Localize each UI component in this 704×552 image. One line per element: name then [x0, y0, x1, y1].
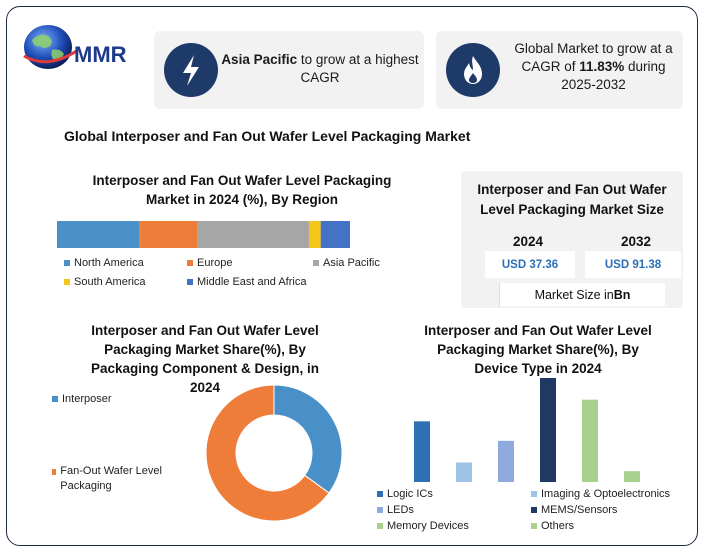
legend-swatch [531, 507, 537, 513]
lightning-icon [183, 55, 199, 86]
legend-north-america: North America [64, 257, 144, 269]
legend-label: Interposer [62, 393, 112, 405]
year-2032: 2032 [621, 234, 652, 249]
component-chart-title: Interposer and Fan Out Wafer Level Packa… [90, 323, 320, 395]
device-bar-imaging-optoelectronics [456, 462, 472, 482]
legend-south-america: South America [64, 276, 146, 288]
legend-swatch [52, 396, 58, 402]
donut-slice-interposer [273, 385, 342, 494]
legend-swatch [531, 523, 537, 529]
device-bar-mems-sensors [540, 378, 556, 482]
device-bar-chart [414, 378, 640, 482]
legend-fan-out-wafer-level-packaging: Fan-Out Wafer Level Packaging [52, 464, 172, 494]
component-donut-chart [206, 385, 342, 521]
legend-label: South America [74, 276, 146, 288]
legend-memory-devices: Memory Devices [377, 520, 469, 532]
device-bar-leds [498, 440, 514, 482]
legend-swatch [377, 523, 383, 529]
callout-cagr-text: Global Market to grow at a CAGR of 11.83… [514, 41, 673, 92]
region-segment-north-america [57, 221, 140, 248]
legend-label: LEDs [387, 504, 414, 516]
legend-swatch [531, 491, 537, 497]
legend-label: Fan-Out Wafer Level Packaging [60, 465, 162, 492]
legend-swatch [187, 279, 193, 285]
market-size-panel: Interposer and Fan Out Wafer Level Packa… [461, 171, 683, 308]
value-2024: USD 37.36 [485, 251, 575, 278]
legend-europe: Europe [187, 257, 232, 269]
legend-imaging-optoelectronics: Imaging & Optoelectronics [531, 488, 670, 500]
legend-interposer: Interposer [52, 393, 112, 405]
legend-swatch [377, 507, 383, 513]
legend-asia-pacific: Asia Pacific [313, 257, 380, 269]
callout-asia-pacific: Asia Pacific to grow at a highest CAGR [154, 31, 424, 109]
region-segment-europe [139, 221, 198, 248]
legend-leds: LEDs [377, 504, 414, 516]
value-2032: USD 91.38 [585, 251, 681, 278]
legend-label: Europe [197, 257, 233, 269]
region-segment-south-america [308, 221, 321, 248]
market-size-title: Interposer and Fan Out Wafer Level Packa… [477, 182, 667, 217]
legend-swatch [64, 279, 70, 285]
legend-swatch [64, 260, 70, 266]
legend-middle-east-and-africa: Middle East and Africa [187, 276, 306, 288]
main-title: Global Interposer and Fan Out Wafer Leve… [64, 128, 471, 144]
device-bar-others [624, 471, 640, 482]
region-stacked-bar [57, 221, 350, 248]
device-chart-title: Interposer and Fan Out Wafer Level Packa… [424, 323, 652, 376]
year-2024: 2024 [513, 234, 544, 249]
legend-label: Others [541, 520, 575, 532]
donut-slice-fan-out-wafer-level-packaging [206, 385, 330, 521]
legend-mems-sensors: MEMS/Sensors [531, 504, 617, 516]
callout-cagr: Global Market to grow at a CAGR of 11.83… [436, 31, 683, 109]
legend-label: Memory Devices [387, 520, 469, 532]
device-bar-logic-ics [414, 421, 430, 482]
logo-text: MMR [74, 42, 127, 67]
region-segment-middle-east-and-africa [320, 221, 350, 248]
legend-others: Others [531, 520, 574, 532]
legend-label: North America [74, 257, 144, 269]
device-bar-memory-devices [582, 399, 598, 482]
legend-swatch [187, 260, 193, 266]
callout-icon-circle [446, 43, 500, 97]
legend-label: Middle East and Africa [197, 276, 307, 288]
legend-swatch [313, 260, 319, 266]
callout-asia-pacific-text: Asia Pacific to grow at a highest CAGR [221, 52, 419, 85]
region-chart-title: Interposer and Fan Out Wafer Level Packa… [92, 173, 392, 207]
legend-label: Logic ICs [387, 488, 433, 500]
legend-logic-ics: Logic ICs [377, 488, 433, 500]
legend-label: Asia Pacific [323, 257, 380, 269]
legend-swatch [52, 469, 57, 475]
market-size-unit: Market Size in Bn [499, 283, 665, 306]
mmr-logo: MMR [23, 25, 127, 69]
legend-swatch [377, 491, 383, 497]
legend-label: MEMS/Sensors [541, 504, 618, 516]
legend-label: Imaging & Optoelectronics [541, 488, 671, 500]
flame-icon [464, 56, 482, 84]
callout-icon-circle [164, 43, 218, 97]
region-segment-asia-pacific [197, 221, 309, 248]
